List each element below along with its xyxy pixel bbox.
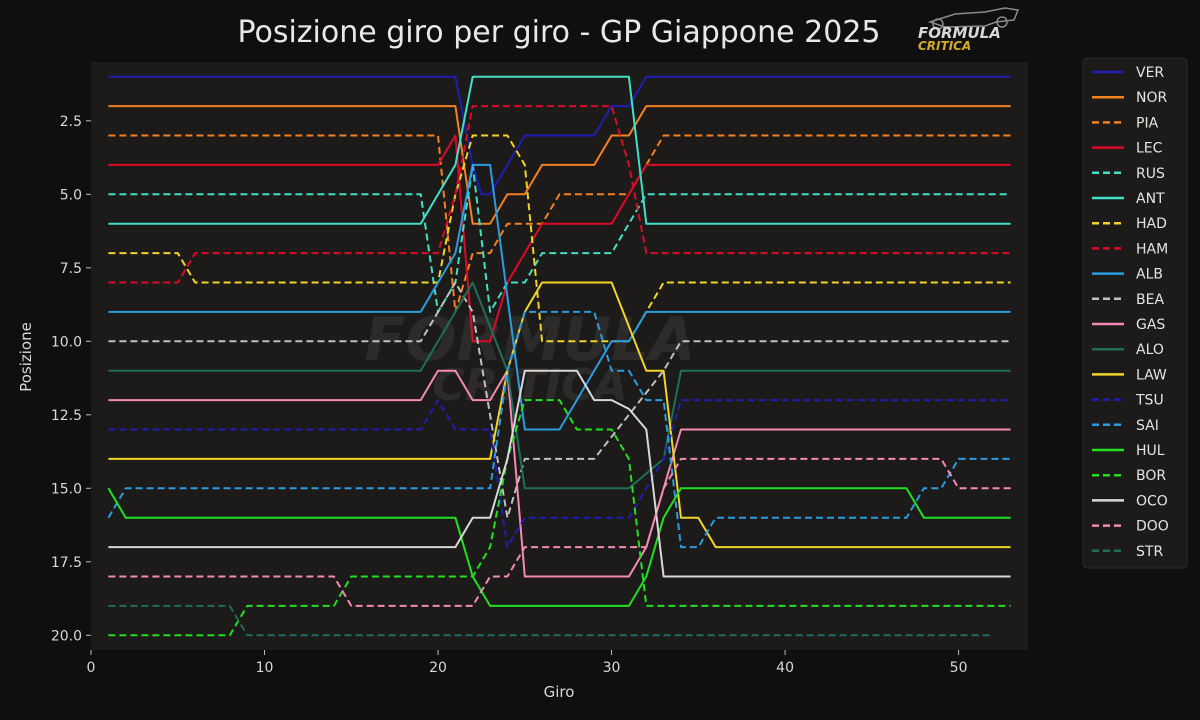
legend-label: HAD [1136, 216, 1167, 232]
x-tick-label: 10 [256, 660, 274, 676]
series-line-nor [108, 105, 1011, 225]
x-tick-label: 40 [776, 660, 794, 676]
y-tick-label: 12.5 [51, 408, 82, 424]
series-line-str [108, 604, 994, 637]
logo-line1: FORMULA [918, 24, 1001, 42]
legend-label: ANT [1136, 191, 1165, 207]
legend-label: HAM [1136, 241, 1168, 257]
x-tick-label: 30 [603, 660, 621, 676]
legend-label: ALB [1136, 267, 1163, 283]
y-tick-label: 10.0 [51, 334, 82, 350]
legend-label: TSU [1135, 393, 1164, 409]
axes: 0 10 20 30 40 50 2.5 5.0 7.5 10.0 12.5 15.0 17.5 20.0 [51, 114, 968, 676]
logo-line2: CRITICA [918, 39, 971, 53]
legend-label: HUL [1136, 443, 1165, 459]
plot-area [91, 62, 1028, 650]
y-tick-label: 15.0 [51, 481, 82, 497]
series-line-tsu [108, 399, 1011, 549]
x-tick-label: 50 [950, 660, 968, 676]
series-line-ant [108, 75, 1011, 225]
legend-label: BEA [1136, 292, 1164, 308]
series-line-law [108, 281, 1011, 549]
x-tick-label: 0 [87, 660, 96, 676]
legend-label: RUS [1136, 166, 1165, 182]
x-axis-label: Giro [544, 683, 575, 701]
watermark-line1: FORMULA [364, 305, 695, 375]
legend: VER NOR PIA LEC RUS ANT HAD HAM ALB BEA GAS ALO LAW T… [1092, 65, 1169, 560]
y-axis-label: Posizione [17, 322, 35, 392]
legend-label: STR [1136, 544, 1163, 560]
y-tick-label: 17.5 [51, 555, 82, 571]
legend-label: SAI [1136, 418, 1159, 434]
legend-label: OCO [1136, 493, 1168, 509]
series-line-doo [108, 457, 1011, 607]
legend-label: BOR [1136, 468, 1166, 484]
formula-critica-logo: FORMULA CRITICA [918, 7, 1020, 53]
legend-label: LAW [1136, 367, 1167, 383]
series-line-pia [108, 134, 1011, 313]
series-line-hul [107, 487, 1011, 607]
legend-label: NOR [1136, 90, 1167, 106]
series-line-oco [108, 369, 1011, 578]
series-line-sai [107, 310, 1011, 549]
x-tick-label: 20 [429, 660, 447, 676]
y-tick-label: 5.0 [60, 187, 82, 203]
series-line-bea [108, 281, 1011, 519]
y-tick-label: 7.5 [60, 261, 82, 277]
legend-label: ALO [1136, 342, 1164, 358]
legend-label: PIA [1136, 115, 1159, 131]
watermark-line2: CRITICA [432, 360, 627, 411]
legend-label: DOO [1136, 519, 1169, 535]
car-silhouette-icon [927, 7, 1020, 28]
y-tick-label: 20.0 [51, 628, 82, 644]
legend-label: GAS [1136, 317, 1165, 333]
legend-box [1082, 57, 1188, 569]
y-tick-label: 2.5 [60, 114, 82, 130]
series-lines [107, 75, 1011, 637]
series-line-lec [108, 134, 1011, 343]
legend-label: VER [1136, 65, 1164, 81]
chart-title: Posizione giro per giro - GP Giappone 20… [237, 15, 880, 50]
legend-label: LEC [1136, 141, 1163, 157]
series-line-ham [108, 105, 1011, 284]
